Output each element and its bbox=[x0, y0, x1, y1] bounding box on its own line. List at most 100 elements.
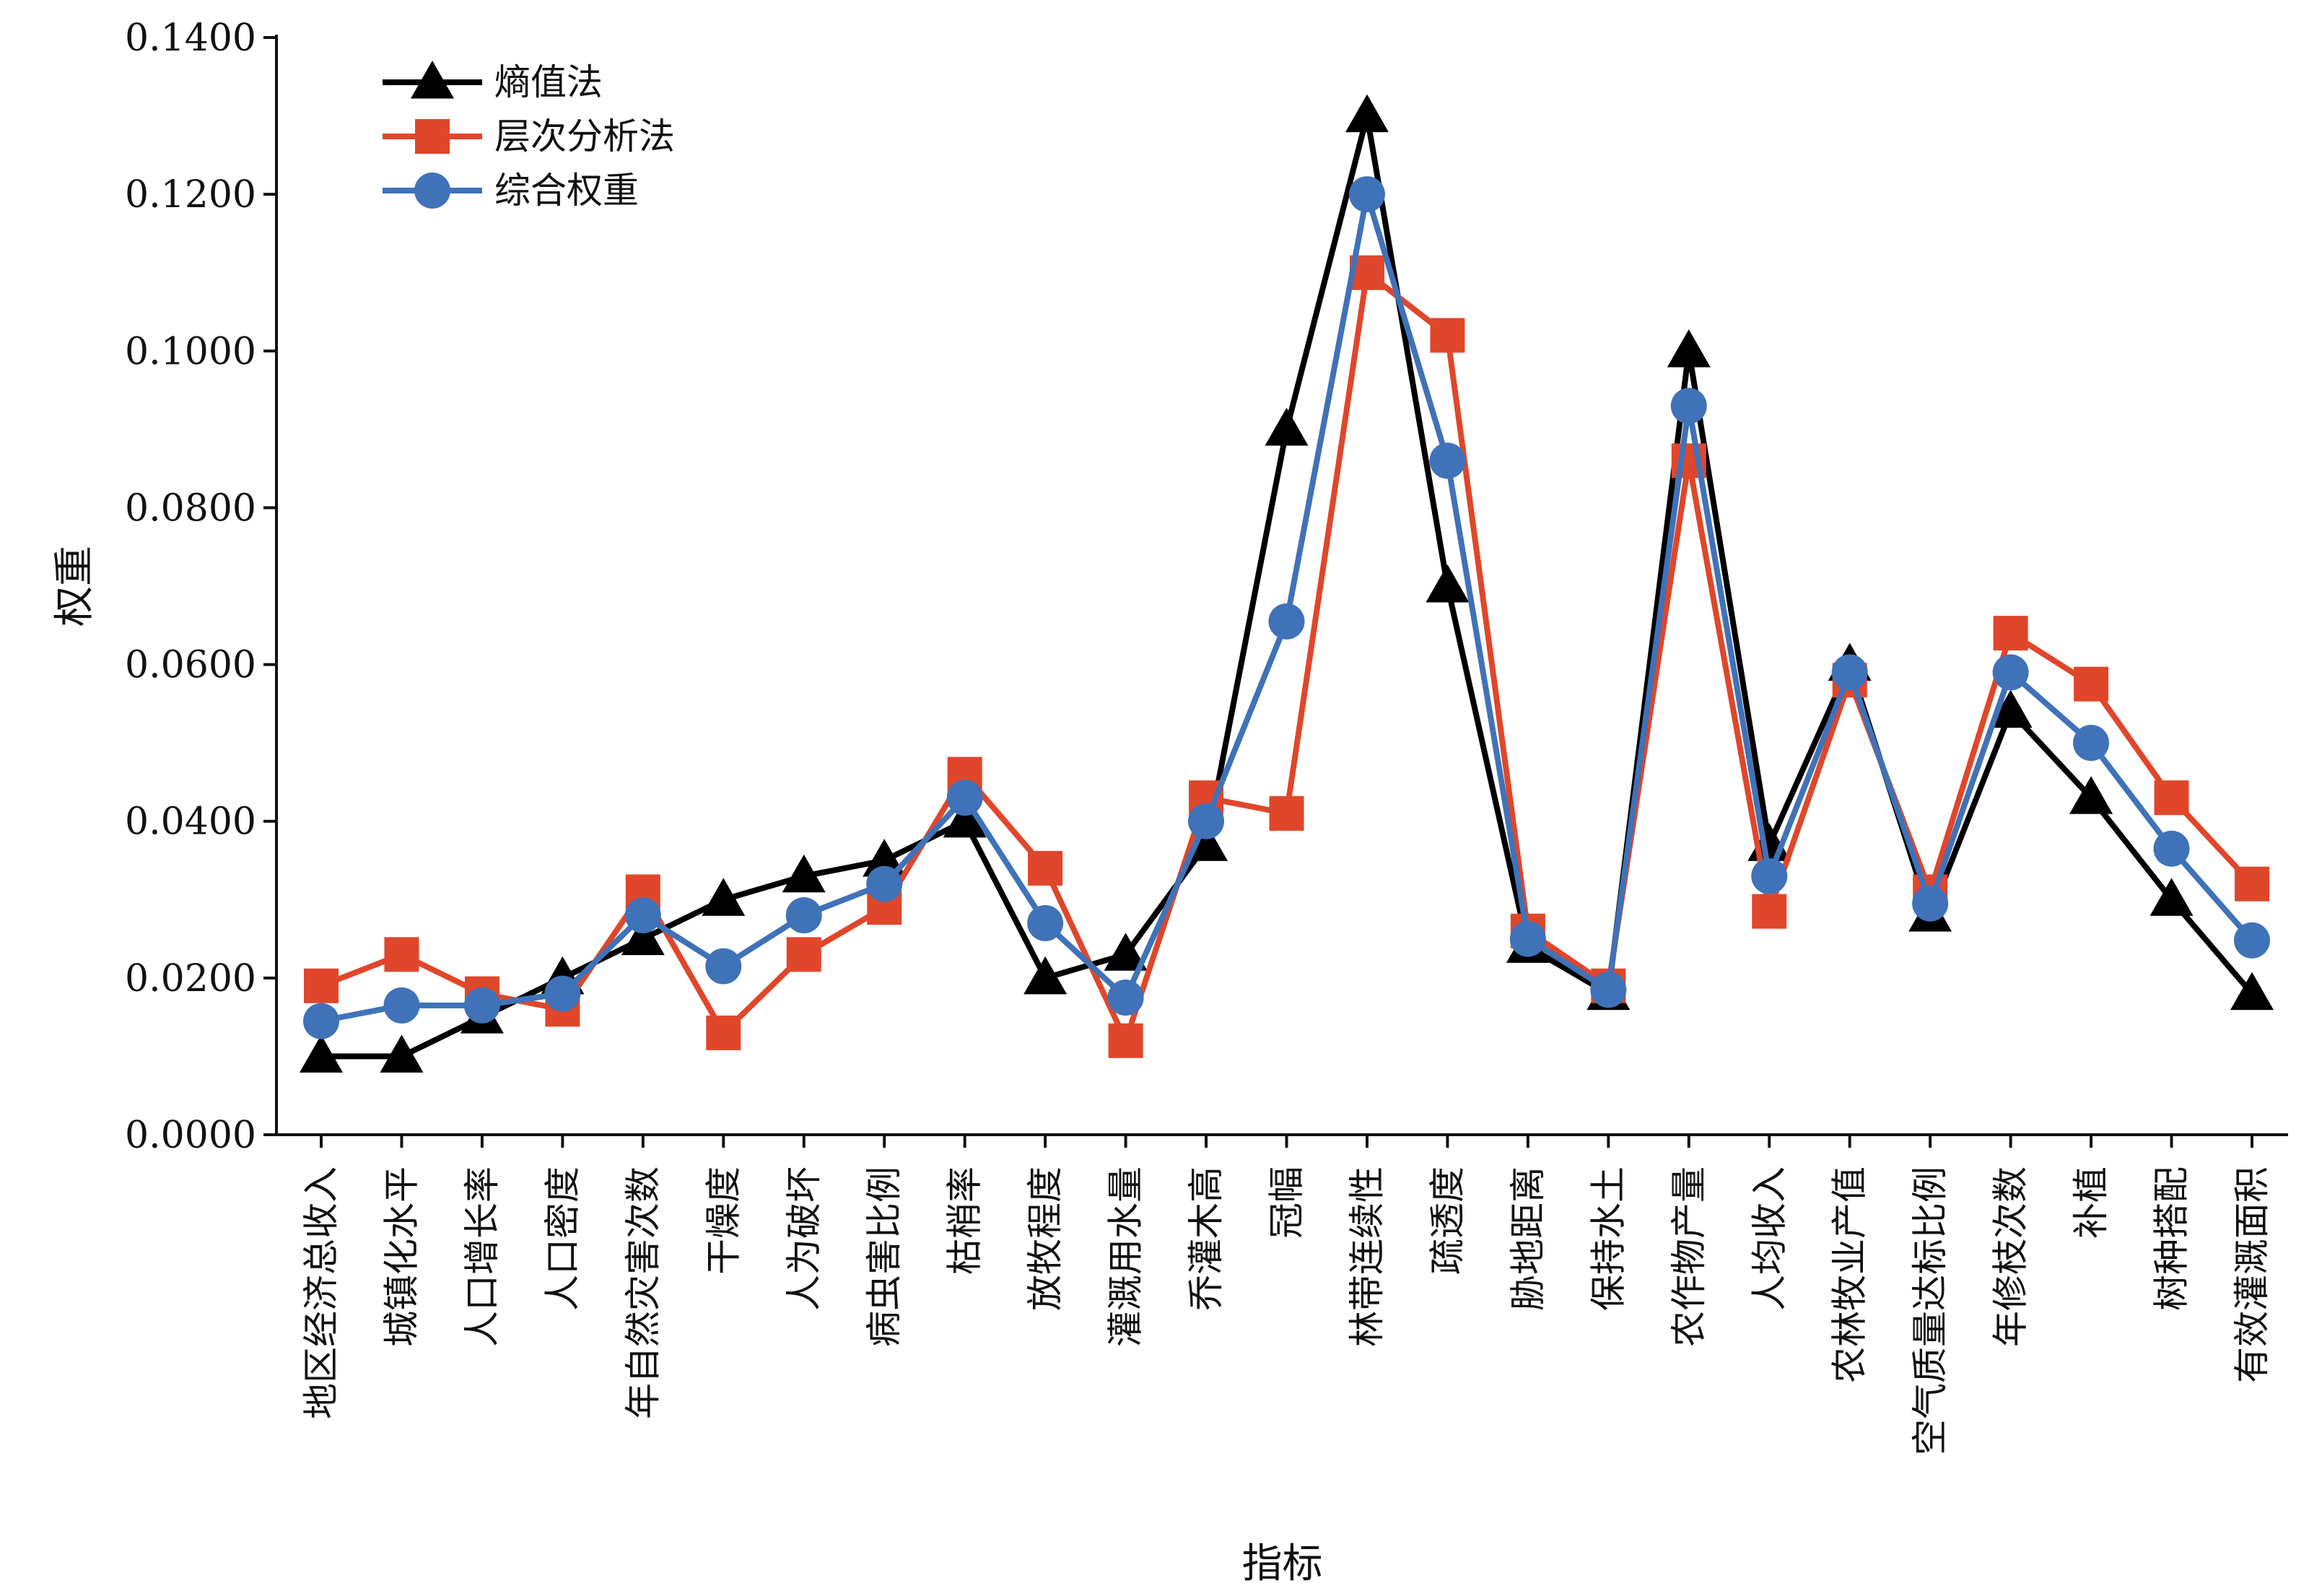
data-point bbox=[1108, 1023, 1143, 1058]
data-point bbox=[1028, 850, 1063, 886]
series-line bbox=[321, 113, 2255, 1060]
data-point bbox=[1751, 858, 1788, 894]
data-point bbox=[786, 937, 821, 972]
x-tick-label: 保持水土 bbox=[1587, 1167, 1629, 1311]
x-tick-label: 枯梢率 bbox=[944, 1167, 986, 1275]
data-point bbox=[1107, 980, 1144, 1016]
data-point bbox=[1027, 904, 1064, 941]
y-tick-label: 0.0000 bbox=[125, 1114, 256, 1157]
legend-item: 熵值法 bbox=[383, 61, 603, 103]
data-point bbox=[702, 878, 746, 916]
data-point bbox=[1188, 803, 1225, 840]
legend-item: 综合权重 bbox=[383, 170, 639, 212]
data-point bbox=[943, 799, 987, 838]
legend-label: 熵值法 bbox=[494, 61, 603, 103]
data-point bbox=[2069, 776, 2113, 814]
x-tick-label: 干燥度 bbox=[702, 1167, 744, 1275]
x-tick-label: 空气质量达标比例 bbox=[1909, 1167, 1951, 1455]
data-point bbox=[706, 1015, 741, 1050]
x-tick-label: 人口增长率 bbox=[461, 1167, 503, 1347]
legend-label: 综合权重 bbox=[494, 170, 639, 212]
x-tick-label: 地区经济总收入 bbox=[300, 1167, 342, 1419]
y-tick-label: 0.0600 bbox=[125, 644, 256, 687]
data-point bbox=[2154, 780, 2189, 816]
data-point bbox=[1265, 407, 1309, 446]
data-point bbox=[2153, 830, 2190, 867]
data-point bbox=[785, 897, 822, 933]
y-tick-label: 0.1000 bbox=[125, 330, 256, 373]
data-point bbox=[1989, 689, 2033, 728]
series-lines bbox=[300, 94, 2274, 1073]
x-tick-label: 年修枝次数 bbox=[1990, 1167, 2032, 1347]
data-point bbox=[544, 975, 581, 1012]
x-tick-label: 放牧程度 bbox=[1024, 1167, 1066, 1311]
x-tick-label: 灌溉用水量 bbox=[1105, 1167, 1147, 1347]
legend-swatch-marker bbox=[411, 61, 454, 99]
x-tick-label: 补植 bbox=[2070, 1167, 2112, 1239]
data-point bbox=[1269, 795, 1304, 831]
series-square bbox=[304, 255, 2269, 1058]
data-point bbox=[2149, 878, 2194, 916]
data-point bbox=[705, 948, 742, 985]
legend-swatch-marker bbox=[415, 119, 450, 154]
series-circle bbox=[303, 176, 2270, 1039]
data-point bbox=[1993, 616, 2028, 651]
data-point bbox=[1670, 388, 1707, 424]
data-point bbox=[2230, 972, 2274, 1011]
x-tick-label: 农林牧业产值 bbox=[1829, 1167, 1871, 1383]
y-tick-label: 0.0400 bbox=[125, 801, 256, 844]
data-point bbox=[1752, 894, 1787, 929]
legend-label: 层次分析法 bbox=[494, 115, 675, 157]
x-tick-label: 树种搭配 bbox=[2151, 1167, 2193, 1311]
data-point bbox=[1023, 956, 1068, 995]
x-axis: 地区经济总收入 城镇化水平 人口增长率 人口密度 年自然灾害次数 干燥度 人为破坏 病虫害比例… bbox=[276, 1133, 2288, 1455]
data-point bbox=[624, 897, 661, 933]
x-tick-label: 乔灌木高 bbox=[1185, 1167, 1227, 1311]
data-point bbox=[304, 968, 339, 1003]
data-point bbox=[2074, 666, 2109, 702]
data-point bbox=[303, 1003, 339, 1039]
data-point bbox=[1912, 885, 1949, 922]
data-point bbox=[1509, 920, 1546, 957]
data-point bbox=[1104, 933, 1148, 971]
data-point bbox=[621, 917, 665, 956]
y-axis: 0.0000 0.0200 0.0400 0.0600 0.0800 0.1000 0.12… bbox=[125, 17, 278, 1157]
data-point bbox=[2234, 922, 2270, 959]
data-point bbox=[1348, 176, 1385, 213]
y-tick-label: 0.1200 bbox=[125, 173, 256, 217]
x-tick-label: 疏透度 bbox=[1426, 1167, 1468, 1275]
legend-swatch-marker bbox=[414, 173, 450, 209]
x-tick-label: 林带连续性 bbox=[1346, 1167, 1388, 1347]
data-point bbox=[463, 987, 500, 1024]
data-point bbox=[863, 839, 907, 877]
data-point bbox=[1590, 972, 1627, 1008]
data-point bbox=[1430, 318, 1465, 353]
legend-item: 层次分析法 bbox=[383, 115, 675, 157]
data-point bbox=[300, 1034, 343, 1073]
x-tick-label: 冠幅 bbox=[1266, 1167, 1308, 1239]
x-tick-label: 有效灌溉面积 bbox=[2231, 1167, 2273, 1383]
y-tick-label: 0.0800 bbox=[125, 487, 256, 530]
data-point bbox=[866, 865, 903, 902]
x-tick-label: 人均收入 bbox=[1748, 1167, 1790, 1311]
y-axis-title: 权重 bbox=[51, 546, 98, 627]
series-line bbox=[320, 269, 2254, 1044]
x-tick-label: 农作物产量 bbox=[1668, 1167, 1710, 1347]
data-point bbox=[2073, 725, 2110, 762]
x-tick-label: 人为破坏 bbox=[783, 1167, 825, 1311]
data-point bbox=[1667, 329, 1711, 367]
data-point bbox=[2235, 866, 2269, 902]
data-point bbox=[1992, 654, 2029, 691]
y-tick-label: 0.0200 bbox=[125, 957, 256, 1000]
x-axis-title: 指标 bbox=[1242, 1540, 1323, 1587]
data-point bbox=[1429, 442, 1466, 479]
data-point bbox=[1268, 603, 1305, 640]
y-tick-label: 0.1400 bbox=[125, 17, 256, 60]
data-point bbox=[946, 780, 983, 816]
x-tick-label: 胁地距离 bbox=[1507, 1167, 1549, 1311]
data-point bbox=[1831, 654, 1868, 691]
x-tick-label: 人口密度 bbox=[541, 1167, 583, 1311]
series-triangle bbox=[300, 94, 2274, 1073]
data-point bbox=[782, 854, 826, 893]
